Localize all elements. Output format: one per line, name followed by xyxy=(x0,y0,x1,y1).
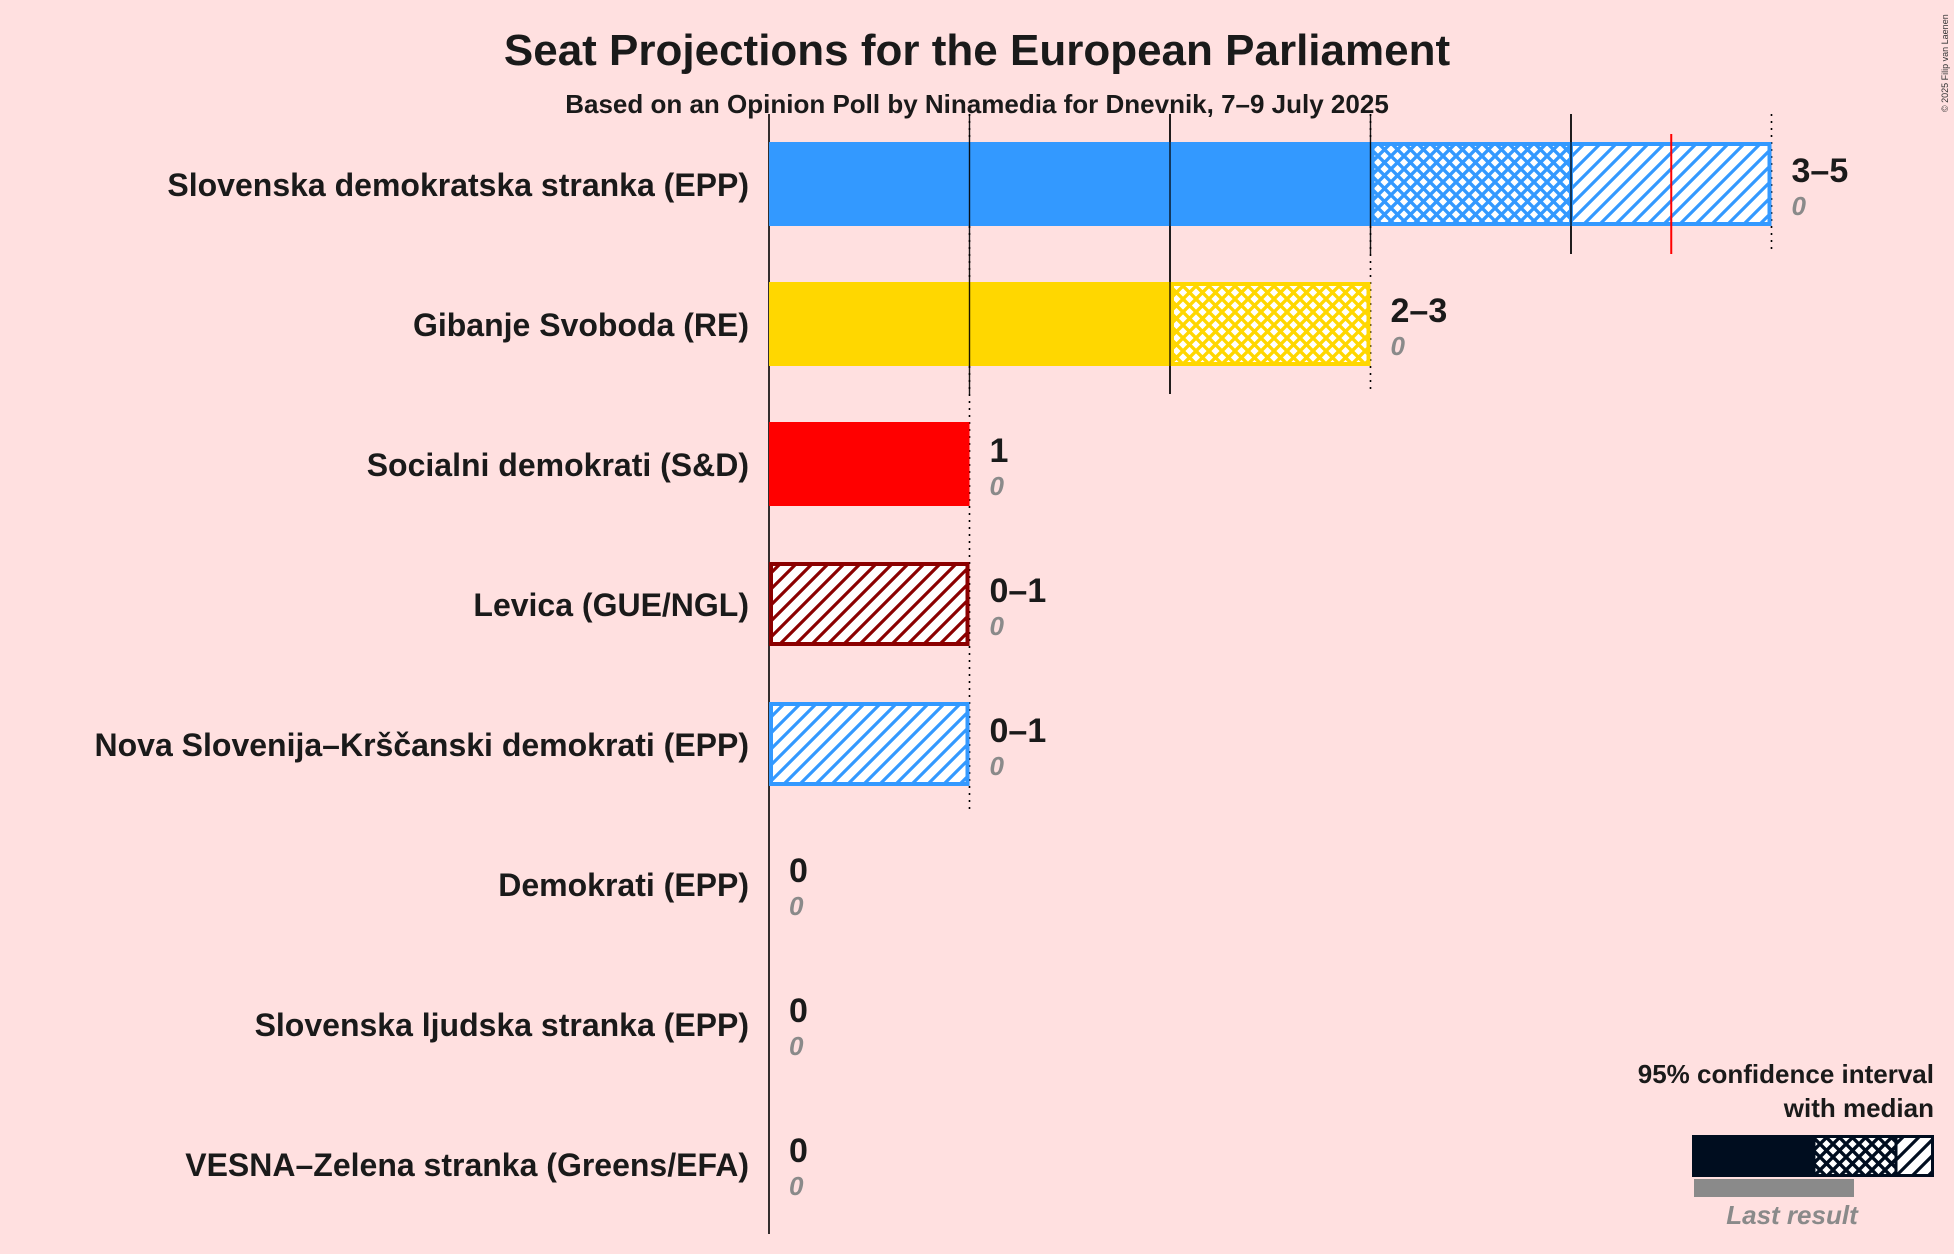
party-label: Nova Slovenija–Krščanski demokrati (EPP) xyxy=(95,727,749,763)
party-label: Slovenska demokratska stranka (EPP) xyxy=(167,167,749,203)
legend-solid xyxy=(1692,1135,1814,1177)
last-result-label: 0 xyxy=(789,891,804,921)
bar-hatch xyxy=(769,562,970,646)
chart-subtitle: Based on an Opinion Poll by Ninamedia fo… xyxy=(565,89,1389,119)
bar-crosshatch xyxy=(1370,142,1571,226)
legend-hatch xyxy=(1896,1135,1934,1177)
legend-last-result-label: Last result xyxy=(1726,1200,1859,1230)
last-result-label: 0 xyxy=(990,751,1005,781)
range-label: 0 xyxy=(789,992,808,1030)
last-result-label: 0 xyxy=(1792,191,1807,221)
range-label: 0 xyxy=(789,852,808,890)
last-result-label: 0 xyxy=(789,1031,804,1061)
party-label: Levica (GUE/NGL) xyxy=(473,587,749,623)
legend-title-line1: 95% confidence interval xyxy=(1638,1059,1934,1089)
range-label: 2–3 xyxy=(1391,292,1448,330)
party-label: Socialni demokrati (S&D) xyxy=(367,447,749,483)
bar-hatch xyxy=(769,702,970,786)
party-label: Gibanje Svoboda (RE) xyxy=(413,307,749,343)
party-bars: Slovenska demokratska stranka (EPP) 3–50G… xyxy=(95,114,1849,1201)
bar-outline xyxy=(1170,282,1371,366)
bar-solid xyxy=(769,422,970,506)
legend-swatch xyxy=(1692,1135,1934,1197)
bar-outline xyxy=(769,702,970,786)
legend-outline xyxy=(1812,1135,1934,1177)
party-label: VESNA–Zelena stranka (Greens/EFA) xyxy=(185,1147,749,1183)
last-result-label: 0 xyxy=(990,471,1005,501)
copyright-notice: © 2025 Filip van Laenen xyxy=(1940,14,1950,112)
last-result-label: 0 xyxy=(789,1171,804,1201)
legend: 95% confidence interval with median Last… xyxy=(1638,1059,1934,1230)
bar-outline xyxy=(769,562,970,646)
last-result-label: 0 xyxy=(990,611,1005,641)
bar-solid xyxy=(769,142,1371,226)
legend-last-result-bar xyxy=(1694,1179,1854,1197)
range-label: 3–5 xyxy=(1792,152,1849,190)
range-label: 0 xyxy=(789,1132,808,1170)
range-label: 0–1 xyxy=(990,712,1047,750)
party-label: Slovenska ljudska stranka (EPP) xyxy=(255,1007,749,1043)
range-label: 0–1 xyxy=(990,572,1047,610)
legend-title-line2: with median xyxy=(1783,1093,1934,1123)
range-label: 1 xyxy=(990,432,1009,470)
chart-title: Seat Projections for the European Parlia… xyxy=(504,26,1451,75)
party-label: Demokrati (EPP) xyxy=(498,867,749,903)
bar-crosshatch xyxy=(1170,282,1371,366)
legend-crosshatch xyxy=(1814,1135,1896,1177)
last-result-label: 0 xyxy=(1391,331,1406,361)
